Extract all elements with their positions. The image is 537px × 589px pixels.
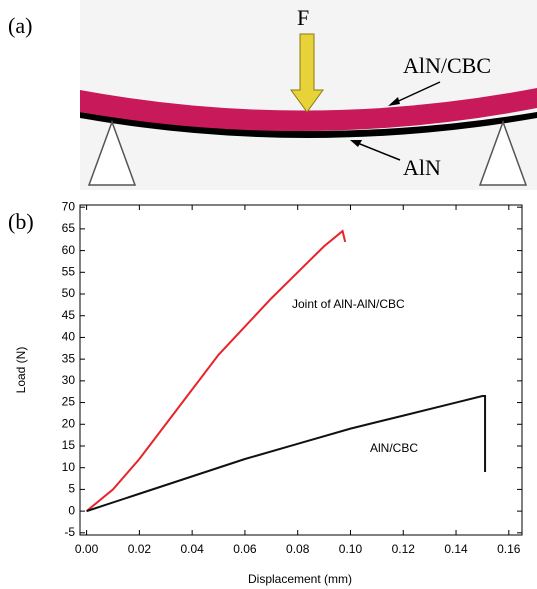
pointer-head — [350, 140, 362, 147]
cbc-layer — [80, 88, 537, 132]
y-tick-label: 50 — [62, 286, 76, 300]
y-tick-label: 20 — [62, 416, 76, 430]
annotation: AlN/CBC — [370, 441, 418, 455]
y-axis-label: Load (N) — [14, 347, 28, 394]
aln-layer — [80, 112, 537, 138]
support — [478, 119, 528, 186]
y-tick-label: 65 — [62, 221, 76, 235]
panel-label: (b) — [8, 209, 34, 234]
y-tick-label: 25 — [62, 395, 76, 409]
plot-frame — [79, 204, 523, 536]
y-tick-label: 10 — [62, 460, 76, 474]
x-axis-label: Displacement (mm) — [248, 572, 352, 586]
data-line — [86, 395, 487, 513]
x-tick-label: 0.06 — [233, 542, 257, 556]
data-line — [85, 229, 347, 512]
x-tick-label: 0.04 — [180, 542, 204, 556]
pointer-head — [388, 97, 400, 106]
y-tick-label: 5 — [68, 482, 75, 496]
y-tick-label: -5 — [64, 525, 75, 539]
panel-label: (a) — [8, 13, 32, 38]
force-arrow — [290, 33, 324, 113]
x-tick-label: 0.16 — [497, 542, 521, 556]
x-tick-label: 0.08 — [286, 542, 310, 556]
y-tick-label: 0 — [68, 503, 75, 517]
layer-label: AlN — [403, 155, 441, 180]
x-tick-label: 0.14 — [444, 542, 468, 556]
force-label: F — [297, 5, 309, 30]
y-tick-label: 60 — [62, 243, 76, 257]
annotation: Joint of AlN-AlN/CBC — [292, 297, 405, 311]
y-tick-label: 55 — [62, 264, 76, 278]
layer-label: AlN/CBC — [403, 53, 491, 78]
y-tick-label: 45 — [62, 308, 76, 322]
y-tick-label: 40 — [62, 330, 76, 344]
x-tick-label: 0.10 — [339, 542, 363, 556]
support — [87, 119, 137, 186]
pointer — [354, 141, 401, 161]
y-tick-label: 30 — [62, 373, 76, 387]
y-tick-label: 70 — [62, 199, 76, 213]
x-tick-label: 0.00 — [75, 542, 99, 556]
pointer — [391, 81, 441, 105]
y-tick-label: 15 — [62, 438, 76, 452]
y-tick-label: 35 — [62, 351, 76, 365]
x-tick-label: 0.12 — [392, 542, 416, 556]
x-tick-label: 0.02 — [128, 542, 152, 556]
